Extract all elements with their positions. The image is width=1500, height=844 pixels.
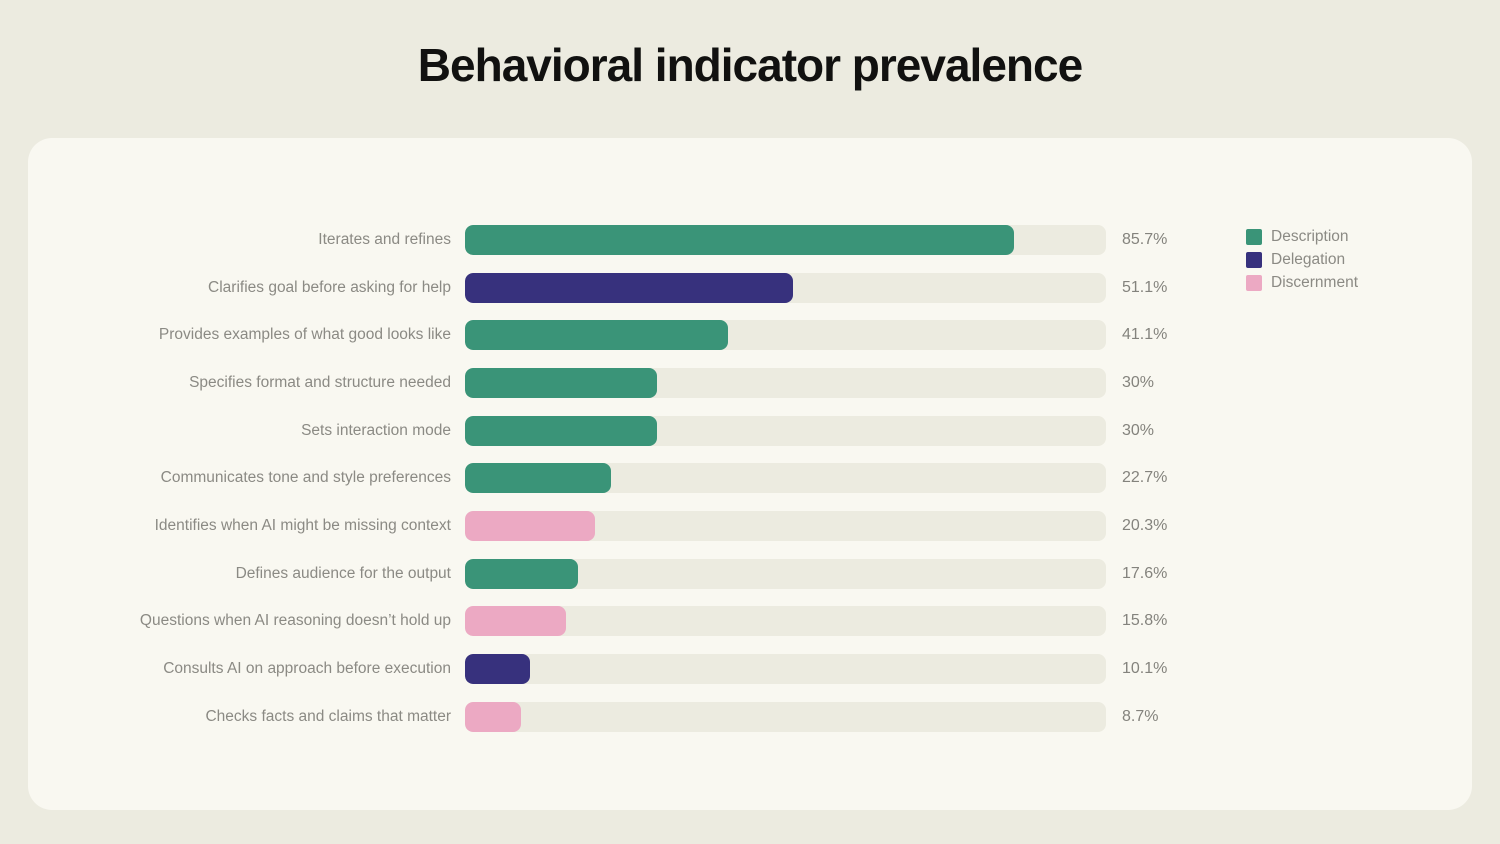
bar-description xyxy=(465,320,729,351)
page-title: Behavioral indicator prevalence xyxy=(417,39,1083,91)
bar-description xyxy=(465,224,1015,255)
row-label: Questions when AI reasoning doesn’t hold… xyxy=(139,612,451,630)
bar-track xyxy=(465,320,1106,351)
row-value: 30% xyxy=(1122,421,1155,439)
row-label: Specifies format and structure needed xyxy=(189,373,451,391)
chart-row: Specifies format and structure needed 30… xyxy=(28,359,1472,407)
chart-row: Clarifies goal before asking for help 51… xyxy=(28,264,1472,312)
chart-row: Communicates tone and style preferences … xyxy=(28,454,1472,502)
legend-label: Discernment xyxy=(1271,273,1358,291)
chart-legend: Description Delegation Discernment xyxy=(1246,225,1358,294)
bar-delegation xyxy=(465,272,793,303)
bar-track xyxy=(465,510,1106,541)
legend-item: Discernment xyxy=(1246,271,1358,294)
row-label: Defines audience for the output xyxy=(235,564,451,582)
row-value: 85.7% xyxy=(1122,230,1168,248)
row-value: 20.3% xyxy=(1122,516,1168,534)
legend-swatch-icon xyxy=(1246,251,1262,268)
chart-row: Identifies when AI might be missing cont… xyxy=(28,502,1472,550)
bar-track xyxy=(465,701,1106,732)
row-label: Consults AI on approach before execution xyxy=(163,660,451,678)
bar-description xyxy=(465,367,658,398)
row-value: 22.7% xyxy=(1122,469,1168,487)
chart-row: Sets interaction mode 30% xyxy=(28,407,1472,455)
row-label: Sets interaction mode xyxy=(301,421,451,439)
row-value: 41.1% xyxy=(1122,326,1168,344)
bar-discernment xyxy=(465,606,567,637)
legend-label: Delegation xyxy=(1271,250,1346,268)
bar-description xyxy=(465,558,578,589)
legend-label: Description xyxy=(1271,227,1349,245)
row-label: Communicates tone and style preferences xyxy=(160,469,451,487)
bar-track xyxy=(465,558,1106,589)
chart-row: Provides examples of what good looks lik… xyxy=(28,311,1472,359)
bar-track xyxy=(465,463,1106,494)
bar-discernment xyxy=(465,701,521,732)
bar-track xyxy=(465,415,1106,446)
row-label: Checks facts and claims that matter xyxy=(205,707,451,725)
row-label: Clarifies goal before asking for help xyxy=(208,278,451,296)
bar-delegation xyxy=(465,654,530,685)
bar-track xyxy=(465,224,1106,255)
row-value: 15.8% xyxy=(1122,612,1168,630)
bar-description xyxy=(465,415,658,446)
bar-discernment xyxy=(465,510,596,541)
row-value: 8.7% xyxy=(1122,707,1159,725)
row-value: 17.6% xyxy=(1122,564,1168,582)
legend-swatch-icon xyxy=(1246,228,1262,245)
chart-row: Checks facts and claims that matter 8.7% xyxy=(28,693,1472,741)
row-label: Iterates and refines xyxy=(318,230,451,248)
chart-row: Consults AI on approach before execution… xyxy=(28,645,1472,693)
row-label: Identifies when AI might be missing cont… xyxy=(154,516,451,534)
chart-card: Iterates and refines 85.7% Clarifies goa… xyxy=(28,138,1472,810)
legend-swatch-icon xyxy=(1246,274,1262,291)
legend-item: Description xyxy=(1246,225,1358,248)
row-label: Provides examples of what good looks lik… xyxy=(158,326,451,344)
bar-description xyxy=(465,463,611,494)
bar-track xyxy=(465,367,1106,398)
legend-item: Delegation xyxy=(1246,248,1358,271)
bar-chart: Iterates and refines 85.7% Clarifies goa… xyxy=(28,216,1472,741)
bar-track xyxy=(465,654,1106,685)
row-value: 51.1% xyxy=(1122,278,1168,296)
bar-track xyxy=(465,606,1106,637)
bar-track xyxy=(465,272,1106,303)
row-value: 10.1% xyxy=(1122,660,1168,678)
row-value: 30% xyxy=(1122,373,1155,391)
chart-row: Questions when AI reasoning doesn’t hold… xyxy=(28,598,1472,646)
chart-row: Iterates and refines 85.7% xyxy=(28,216,1472,264)
chart-row: Defines audience for the output 17.6% xyxy=(28,550,1472,598)
